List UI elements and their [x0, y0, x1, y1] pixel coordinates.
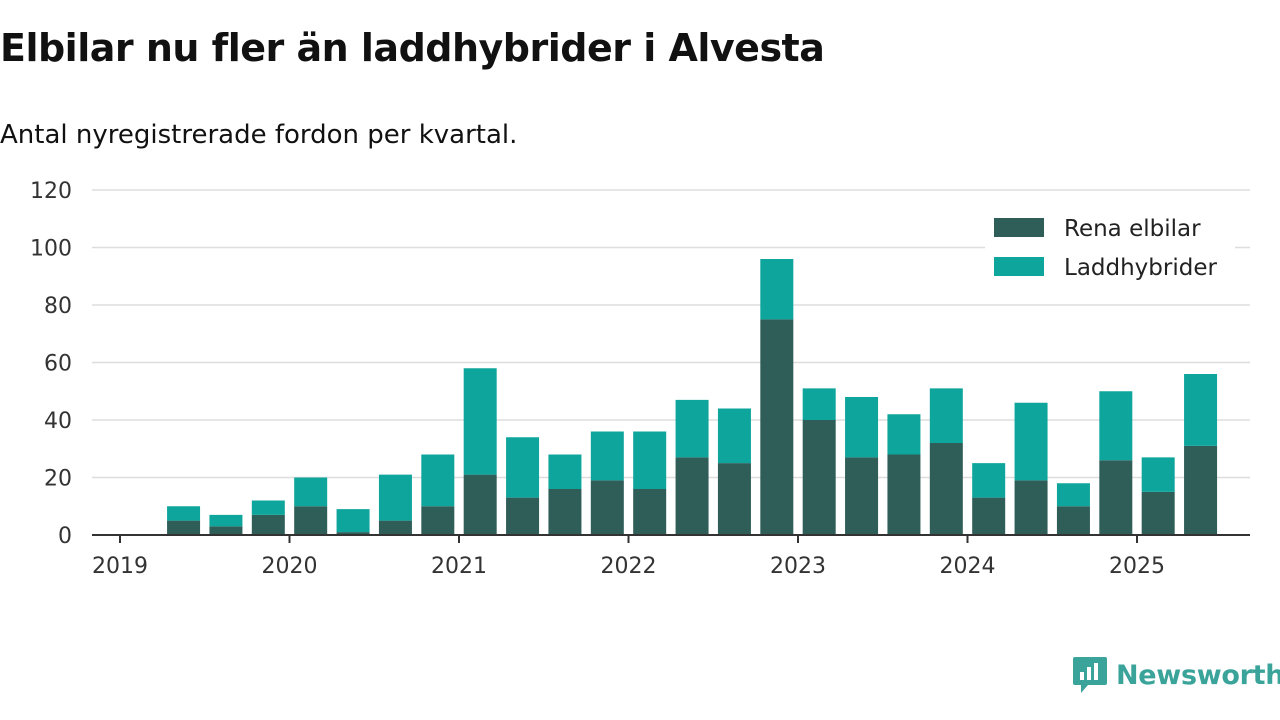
bar-laddhybrider: [1099, 391, 1133, 461]
legend-swatch-elbilar: [994, 218, 1044, 237]
y-tick-label: 80: [44, 294, 72, 319]
bar-laddhybrider: [378, 474, 412, 521]
bar-rena-elbilar: [336, 532, 370, 535]
bar-laddhybrider: [336, 509, 370, 533]
x-tick-label: 2025: [1109, 554, 1165, 579]
bar-laddhybrider: [1056, 483, 1090, 507]
legend: Rena elbilar Laddhybrider: [985, 208, 1235, 296]
y-tick-label: 120: [30, 179, 72, 204]
axes: 0 20 40 60 80 100 120 2019 2020 2021 2022 2023 2024 2…: [30, 179, 1250, 579]
newsworthy-logo-icon: [1073, 657, 1107, 693]
bar-rena-elbilar: [294, 506, 328, 535]
bar-rena-elbilar: [1099, 460, 1133, 535]
bar-laddhybrider: [251, 500, 285, 515]
bar-rena-elbilar: [1141, 491, 1175, 535]
x-tick-label: 2020: [262, 554, 318, 579]
bar-rena-elbilar: [972, 497, 1006, 535]
bar-rena-elbilar: [463, 474, 497, 535]
bar-rena-elbilar: [251, 514, 285, 535]
legend-swatch-laddhybrider: [994, 257, 1044, 276]
bar-laddhybrider: [421, 454, 455, 507]
y-tick-label: 100: [30, 237, 72, 262]
bar-laddhybrider: [760, 259, 794, 320]
bar-laddhybrider: [1184, 374, 1218, 446]
bar-laddhybrider: [675, 399, 709, 458]
bar-rena-elbilar: [1014, 480, 1048, 535]
grid-lines: [92, 189, 1250, 479]
bar-rena-elbilar: [675, 457, 709, 535]
bar-rena-elbilar: [590, 480, 624, 535]
bar-rena-elbilar: [506, 497, 540, 535]
bars: [167, 259, 1218, 535]
bar-laddhybrider: [590, 431, 624, 481]
bar-laddhybrider: [506, 437, 540, 498]
bar-rena-elbilar: [717, 463, 751, 535]
x-tick-label: 2024: [940, 554, 996, 579]
bar-rena-elbilar: [167, 520, 201, 535]
legend-label-laddhybrider: Laddhybrider: [1064, 255, 1217, 281]
bar-rena-elbilar: [1184, 445, 1218, 535]
bar-rena-elbilar: [929, 443, 963, 535]
bar-laddhybrider: [717, 408, 751, 464]
legend-label-elbilar: Rena elbilar: [1064, 216, 1201, 242]
x-tick-label: 2021: [431, 554, 487, 579]
bar-rena-elbilar: [421, 506, 455, 535]
bar-laddhybrider: [633, 431, 667, 489]
bar-laddhybrider: [294, 477, 328, 507]
bar-laddhybrider: [845, 397, 879, 458]
chart-title: Elbilar nu fler än laddhybrider i Alvest…: [0, 26, 825, 70]
x-tick-label: 2019: [92, 554, 148, 579]
bar-rena-elbilar: [760, 319, 794, 535]
bar-laddhybrider: [802, 388, 836, 420]
bar-laddhybrider: [463, 368, 497, 475]
x-tick-label: 2022: [601, 554, 657, 579]
bar-rena-elbilar: [802, 420, 836, 535]
brand-logo: Newsworthy: [1072, 654, 1280, 696]
y-tick-label: 40: [44, 409, 72, 434]
bar-laddhybrider: [972, 463, 1006, 498]
y-tick-label: 0: [58, 524, 72, 549]
bar-rena-elbilar: [845, 457, 879, 535]
bar-laddhybrider: [929, 388, 963, 443]
bar-rena-elbilar: [1056, 506, 1090, 535]
brand-name: Newsworthy: [1116, 659, 1280, 691]
bar-laddhybrider: [209, 514, 243, 527]
x-tick-label: 2023: [770, 554, 826, 579]
chart-subtitle: Antal nyregistrerade fordon per kvartal.: [0, 120, 518, 150]
bar-laddhybrider: [548, 454, 582, 489]
bar-rena-elbilar: [548, 489, 582, 535]
y-tick-label: 20: [44, 467, 72, 492]
bar-laddhybrider: [167, 506, 201, 521]
bar-laddhybrider: [1141, 457, 1175, 492]
bar-laddhybrider: [887, 414, 921, 455]
bar-rena-elbilar: [633, 489, 667, 535]
bar-rena-elbilar: [887, 454, 921, 535]
bar-rena-elbilar: [378, 520, 412, 535]
bar-laddhybrider: [1014, 402, 1048, 481]
y-tick-label: 60: [44, 352, 72, 377]
bar-rena-elbilar: [209, 526, 243, 535]
